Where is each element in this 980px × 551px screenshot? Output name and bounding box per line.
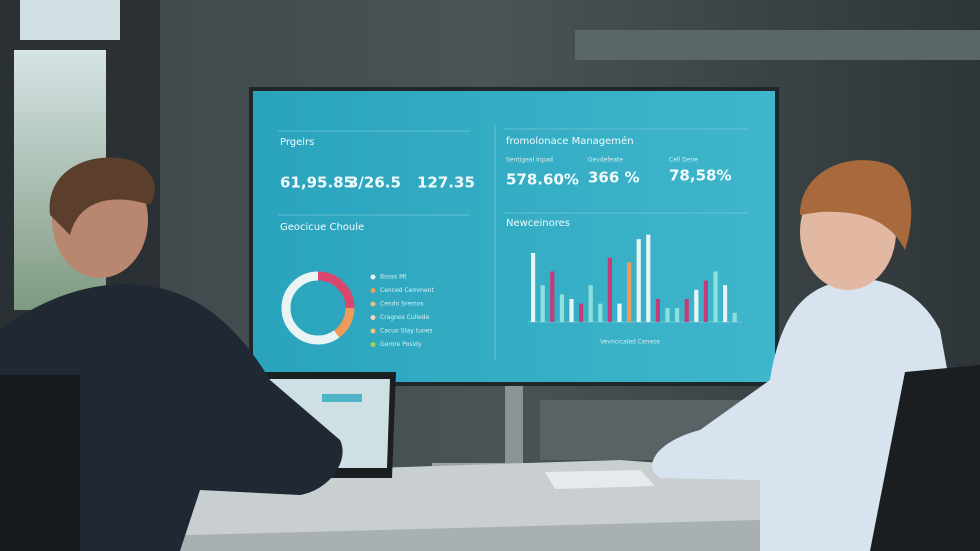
bar	[617, 303, 622, 322]
notebook	[545, 470, 655, 489]
metric: 3/26.5	[348, 174, 401, 192]
legend-swatch	[370, 315, 376, 320]
ceiling-beam	[575, 30, 980, 60]
chart-title: Geocicue Choule	[280, 222, 364, 233]
bar	[655, 299, 660, 322]
legend-swatch	[370, 342, 376, 347]
bar	[531, 253, 536, 322]
chart-title: Newceinores	[506, 218, 570, 229]
bar	[703, 280, 708, 322]
metric: 127.35	[417, 174, 475, 192]
metric: 78,58%	[669, 167, 731, 185]
legend-label: Bosss Mt	[380, 274, 407, 281]
metric-label: Gevdefeate	[588, 157, 623, 164]
legend-label: Cragnes Cullede	[380, 314, 429, 321]
bar	[607, 257, 612, 322]
legend-swatch	[370, 328, 376, 334]
bar	[694, 289, 699, 322]
bar	[684, 299, 689, 322]
person-right-hair	[800, 160, 912, 250]
bar	[579, 303, 584, 322]
bar	[540, 285, 545, 322]
bar	[559, 294, 564, 322]
bar	[588, 285, 593, 322]
bar	[732, 312, 737, 322]
chart-caption: Vevncicaled Ceneos	[600, 339, 660, 346]
metric: 578.60%	[506, 171, 579, 189]
bar	[675, 308, 680, 322]
laptop-ui	[322, 394, 362, 402]
legend-swatch	[370, 274, 376, 280]
bar	[636, 239, 641, 322]
table-edge	[0, 520, 760, 551]
legend-label: Cacuo Stay tuoes	[380, 328, 433, 335]
legend-swatch	[370, 288, 376, 293]
monitor-stand	[505, 384, 523, 469]
bar	[550, 271, 555, 322]
chair	[870, 365, 980, 551]
donut-segment	[281, 271, 355, 345]
bar	[713, 271, 718, 322]
bar	[723, 285, 728, 322]
legend-label: Cendo Sremos	[380, 301, 424, 308]
metric: 366 %	[588, 169, 640, 187]
bar	[569, 299, 574, 322]
legend-swatch	[370, 301, 376, 307]
bar	[646, 234, 651, 322]
panel-title: fromolonace Managemén	[506, 135, 634, 147]
metric-label: Sentigeal Inpad	[506, 157, 553, 164]
panel-title: Prgeirs	[280, 137, 314, 148]
bar	[665, 308, 670, 322]
chair	[0, 375, 80, 551]
legend-label: Cenced Cemment	[380, 287, 434, 294]
legend-label: Gerore Posidy	[380, 341, 422, 348]
window	[20, 0, 120, 40]
person-left-hair	[49, 157, 155, 235]
person-left-body	[0, 284, 343, 551]
bar	[598, 303, 603, 322]
metric-label: Cell Dene	[669, 157, 698, 164]
bar	[627, 262, 632, 322]
metric: 61,95.85	[280, 174, 354, 192]
